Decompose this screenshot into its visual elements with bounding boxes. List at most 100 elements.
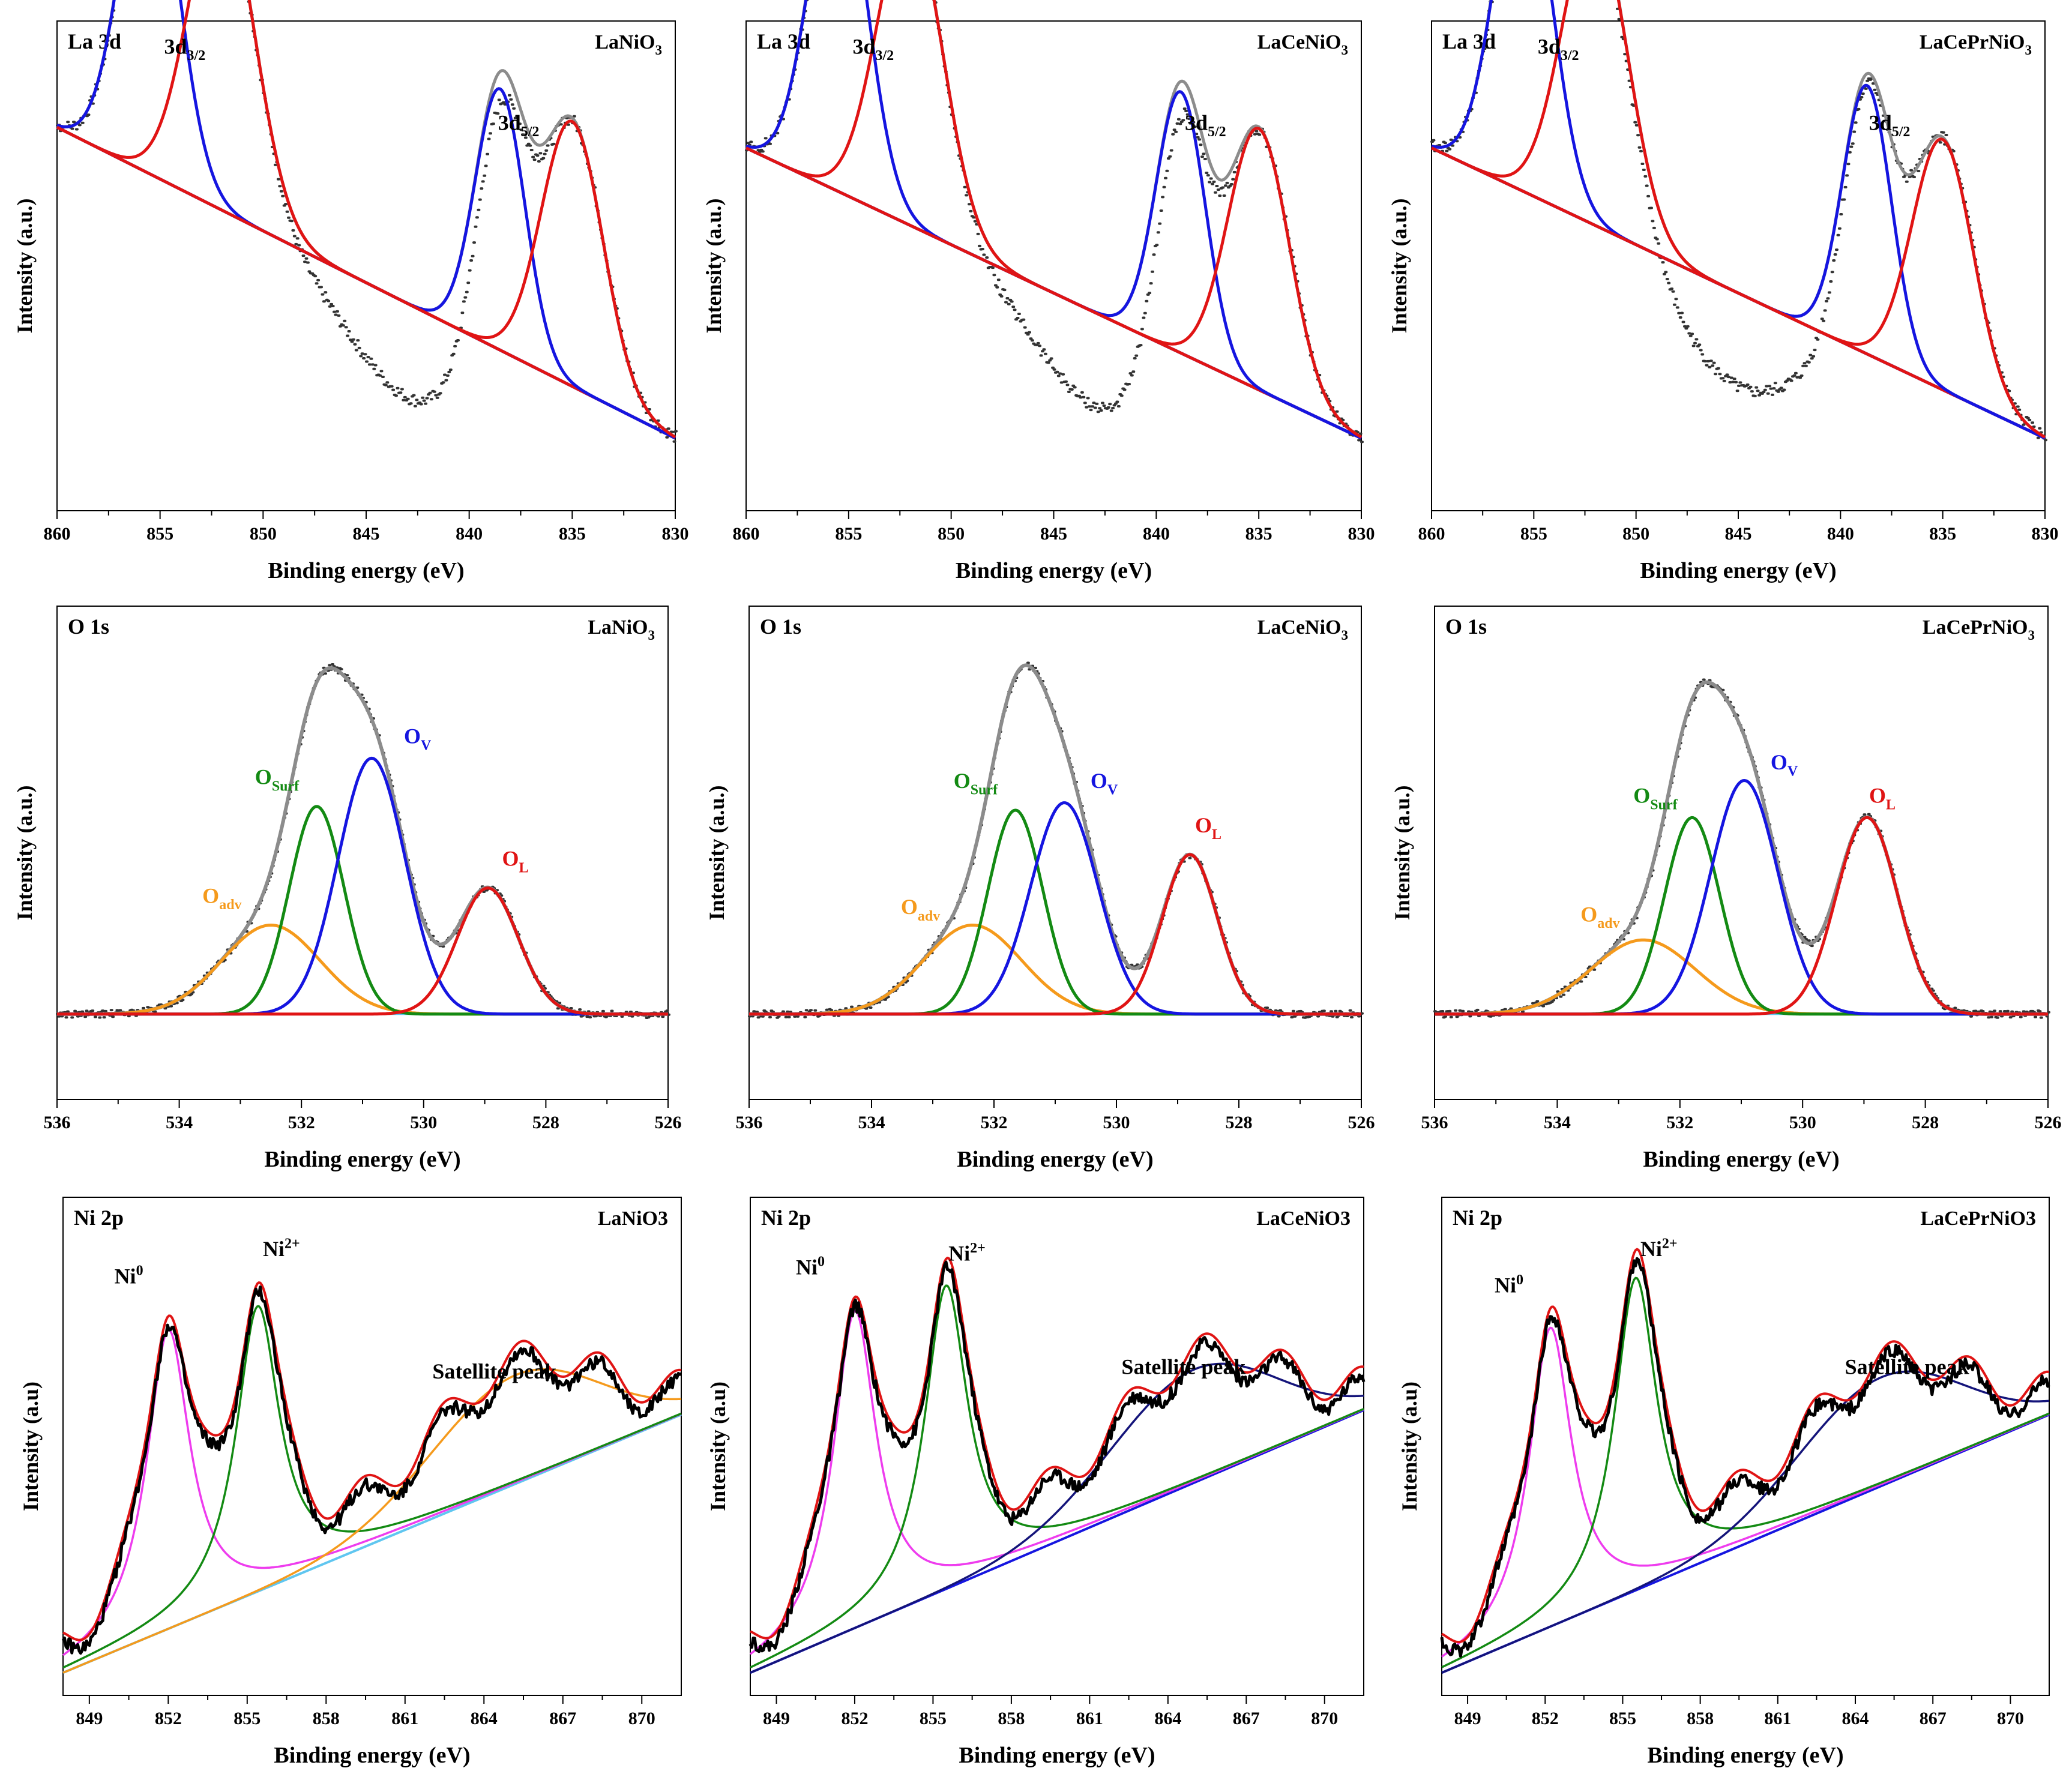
peak-label-1: 3d5/2 bbox=[1185, 110, 1226, 140]
x-tick-label: 855 bbox=[233, 1709, 261, 1728]
raw-data-trace bbox=[748, 1260, 1366, 1653]
peak-label-1: OSurf bbox=[1633, 784, 1678, 813]
x-tick-label: 536 bbox=[1421, 1113, 1448, 1132]
chart-panel-la-lacenio3: 860 855 850 845 840 835 830 Binding energy (eV)… bbox=[702, 0, 1375, 583]
y-axis-label: Intensity (a.u) bbox=[1397, 1382, 1421, 1511]
x-tick-label: 534 bbox=[1544, 1113, 1571, 1132]
peak-label-2: Satellite peak bbox=[1845, 1355, 1969, 1379]
x-tick-label: 870 bbox=[1997, 1709, 2024, 1728]
sample-label: LaCeNiO3 bbox=[1257, 31, 1348, 58]
sample-label: LaCeNiO3 bbox=[1257, 616, 1348, 643]
x-tick-label: 528 bbox=[532, 1113, 559, 1132]
y-axis-label: Intensity (a.u.) bbox=[1390, 785, 1414, 920]
x-tick-label: 867 bbox=[549, 1709, 576, 1728]
x-tick-label: 855 bbox=[835, 524, 862, 544]
envelope-fit bbox=[56, 0, 676, 439]
x-tick-label: 530 bbox=[1103, 1113, 1130, 1132]
peak-component-3 bbox=[748, 853, 1362, 1016]
peak-label-3: OL bbox=[1869, 784, 1896, 813]
plot-frame bbox=[748, 606, 1362, 1100]
peak-label-0: Oadv bbox=[901, 895, 940, 924]
sample-label: LaNiO3 bbox=[598, 1207, 668, 1230]
peak-label-2: Satellite peak bbox=[1121, 1355, 1245, 1379]
peak-label-1: 3d5/2 bbox=[498, 110, 540, 140]
chart-panel-la-lacepr: 860 855 850 845 840 835 830 Binding energy (eV)… bbox=[1387, 0, 2059, 583]
peak-label-1: Ni2+ bbox=[948, 1240, 986, 1266]
x-tick-label: 855 bbox=[1520, 524, 1547, 544]
chart-panel-o-lacenio3: 536 534 532 530 528 526 Binding energy (eV) Int… bbox=[705, 606, 1375, 1172]
x-tick-label: 860 bbox=[44, 524, 71, 544]
peak-label-1: OSurf bbox=[954, 769, 998, 798]
sample-label: LaNiO3 bbox=[588, 616, 655, 643]
x-axis-label: Binding energy (eV) bbox=[1643, 1147, 1839, 1172]
y-axis-label: Intensity (a.u.) bbox=[13, 785, 37, 920]
x-axis-label: Binding energy (eV) bbox=[264, 1147, 460, 1172]
peak-component-1 bbox=[1441, 1276, 2050, 1668]
x-tick-label: 532 bbox=[288, 1113, 315, 1132]
x-tick-label: 864 bbox=[1842, 1709, 1869, 1728]
chart-panel-ni-lacenio3: 849 852 855 858 861 864 867 870 Binding energy (… bbox=[706, 1197, 1366, 1768]
sample-label: LaCeNiO3 bbox=[1256, 1207, 1351, 1230]
envelope-fit bbox=[62, 1281, 682, 1641]
panel-title: La 3d bbox=[1442, 29, 1496, 53]
peak-label-0: Oadv bbox=[202, 883, 241, 913]
peak-label-1: OSurf bbox=[255, 765, 300, 795]
peak-component-1 bbox=[745, 0, 1363, 440]
x-axis-label: Binding energy (eV) bbox=[957, 1147, 1153, 1172]
x-tick-label: 845 bbox=[1725, 524, 1752, 544]
peak-component-0 bbox=[56, 0, 676, 440]
x-tick-label: 830 bbox=[1348, 524, 1375, 544]
x-tick-label: 840 bbox=[1143, 524, 1170, 544]
x-tick-label: 536 bbox=[44, 1113, 71, 1132]
peak-label-2: OV bbox=[1771, 750, 1798, 780]
peak-label-3: OL bbox=[1195, 813, 1221, 843]
peak-component-0 bbox=[745, 0, 1363, 440]
envelope-fit bbox=[1441, 1248, 2050, 1644]
x-tick-label: 845 bbox=[353, 524, 380, 544]
envelope-fit bbox=[745, 0, 1363, 439]
peak-label-0: 3d3/2 bbox=[852, 34, 894, 64]
peak-label-3: OL bbox=[502, 847, 528, 876]
peak-component-3 bbox=[1430, 137, 2046, 439]
panel-title: O 1s bbox=[760, 615, 801, 639]
peak-label-0: 3d3/2 bbox=[1538, 34, 1579, 64]
x-tick-label: 840 bbox=[456, 524, 483, 544]
x-tick-label: 861 bbox=[1076, 1709, 1103, 1728]
envelope-fit bbox=[750, 1257, 1364, 1640]
peak-component-0 bbox=[56, 924, 669, 1016]
peak-component-1 bbox=[1434, 816, 2049, 1016]
peak-label-0: Ni0 bbox=[1495, 1272, 1523, 1297]
x-tick-label: 850 bbox=[938, 524, 965, 544]
chart-panel-la-lanio3: 860 855 850 845 840 835 830 Binding energy (eV)… bbox=[13, 0, 689, 583]
envelope-fit bbox=[748, 663, 1362, 1016]
x-tick-label: 855 bbox=[1609, 1709, 1636, 1728]
x-tick-label: 860 bbox=[733, 524, 760, 544]
y-axis-label: Intensity (a.u.) bbox=[1387, 198, 1411, 333]
raw-data-trace bbox=[1440, 1257, 2050, 1658]
x-tick-label: 835 bbox=[559, 524, 586, 544]
x-tick-label: 860 bbox=[1418, 524, 1445, 544]
x-tick-label: 858 bbox=[313, 1709, 340, 1728]
peak-component-2 bbox=[750, 1362, 1364, 1674]
peak-component-0 bbox=[1431, 0, 2046, 440]
x-tick-label: 830 bbox=[2032, 524, 2059, 544]
y-axis-label: Intensity (a.u.) bbox=[702, 198, 726, 333]
peak-component-1 bbox=[56, 0, 676, 440]
sample-label: LaCePrNiO3 bbox=[1923, 616, 2035, 643]
x-tick-label: 861 bbox=[1764, 1709, 1791, 1728]
x-tick-label: 526 bbox=[1348, 1113, 1375, 1132]
peak-label-2: OV bbox=[1091, 769, 1118, 798]
x-tick-label: 867 bbox=[1233, 1709, 1260, 1728]
panel-title: La 3d bbox=[68, 29, 121, 53]
chart-panel-ni-lacepr: 849 852 855 858 861 864 867 870 Binding energy (… bbox=[1397, 1197, 2050, 1768]
peak-label-1: 3d5/2 bbox=[1869, 110, 1911, 140]
sample-label: LaNiO3 bbox=[595, 31, 662, 58]
x-tick-label: 870 bbox=[628, 1709, 655, 1728]
chart-panel-o-lacepr: 536 534 532 530 528 526 Binding energy (eV) Int… bbox=[1390, 606, 2062, 1172]
x-tick-label: 528 bbox=[1226, 1113, 1253, 1132]
peak-label-2: Satellite peak bbox=[432, 1359, 556, 1383]
y-axis-label: Intensity (a.u.) bbox=[13, 198, 37, 333]
x-tick-label: 526 bbox=[655, 1113, 682, 1132]
x-tick-label: 845 bbox=[1040, 524, 1067, 544]
peak-label-1: Ni2+ bbox=[1640, 1236, 1678, 1261]
